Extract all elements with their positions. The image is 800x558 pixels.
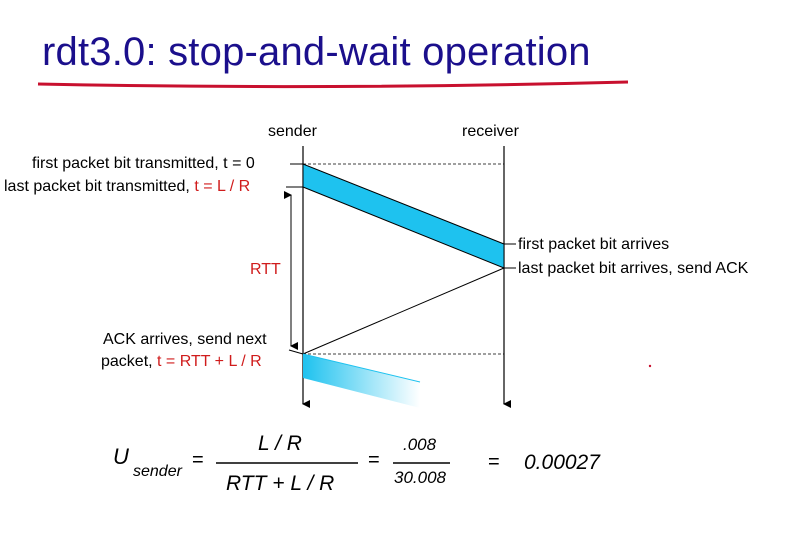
- next-packet-edge: [302, 353, 421, 383]
- leader-ack: [288, 349, 304, 355]
- ack-line: [302, 267, 505, 355]
- sender-label: sender: [268, 123, 317, 140]
- utilization-result: 0.00027: [524, 451, 600, 474]
- last-bit-arrives-label: last packet bit arrives, send ACK: [518, 260, 749, 277]
- next-packet-band: [303, 354, 420, 408]
- first-bit-transmitted-label: first packet bit transmitted, t = 0: [32, 155, 255, 172]
- equals-3: =: [488, 451, 500, 473]
- utilization-symbol: U: [113, 444, 129, 469]
- receiver-label: receiver: [462, 123, 519, 140]
- utilization-subscript: sender: [133, 463, 182, 480]
- stray-dot: [648, 364, 652, 368]
- first-bit-arrives-label: first packet bit arrives: [518, 236, 670, 253]
- page-title: rdt3.0: stop-and-wait operation: [42, 30, 591, 74]
- denominator-1: RTT + L / R: [226, 472, 335, 495]
- ack-arrives-label-line2: packet, t = RTT + L / R: [101, 353, 262, 370]
- last-bit-time: t = L / R: [194, 178, 251, 195]
- last-bit-transmitted-label: last packet bit transmitted, t = L / R: [4, 178, 251, 195]
- title-underline: [37, 80, 629, 89]
- equals-2: =: [368, 449, 380, 471]
- rtt-label: RTT: [250, 261, 281, 278]
- numerator-2: .008: [403, 435, 437, 454]
- equals-1: =: [192, 449, 204, 471]
- numerator-1: L / R: [258, 432, 302, 455]
- ack-arrives-label: ACK arrives, send next: [103, 331, 267, 348]
- denominator-2: 30.008: [394, 468, 446, 487]
- packet-band: [302, 163, 505, 269]
- ack-arrives-time: t = RTT + L / R: [157, 353, 262, 370]
